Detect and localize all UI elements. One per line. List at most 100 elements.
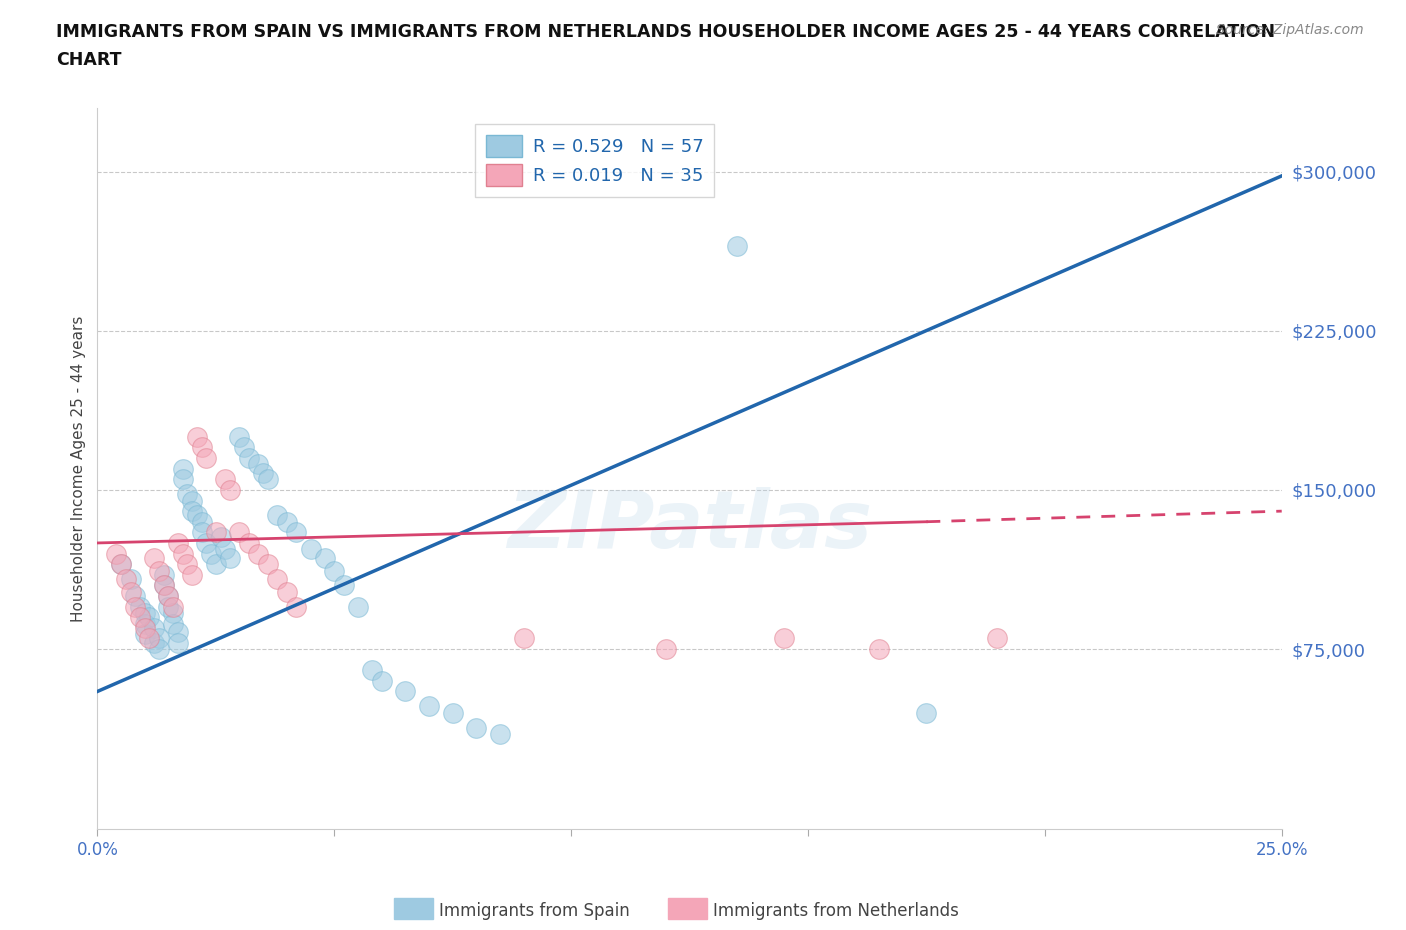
Point bbox=[418, 698, 440, 713]
Y-axis label: Householder Income Ages 25 - 44 years: Householder Income Ages 25 - 44 years bbox=[72, 315, 86, 622]
Point bbox=[176, 486, 198, 501]
Point bbox=[129, 599, 152, 614]
Text: Source: ZipAtlas.com: Source: ZipAtlas.com bbox=[1216, 23, 1364, 37]
Point bbox=[167, 635, 190, 650]
Point bbox=[214, 542, 236, 557]
Point bbox=[394, 684, 416, 699]
Point bbox=[655, 642, 678, 657]
Point bbox=[143, 635, 166, 650]
Point bbox=[120, 584, 142, 599]
Point bbox=[725, 238, 748, 253]
Text: Immigrants from Netherlands: Immigrants from Netherlands bbox=[713, 902, 959, 921]
Point bbox=[332, 578, 354, 592]
Point bbox=[162, 599, 184, 614]
Point bbox=[172, 546, 194, 561]
Point bbox=[110, 557, 132, 572]
Point bbox=[915, 705, 938, 720]
Point bbox=[285, 599, 308, 614]
Point bbox=[148, 631, 170, 645]
Text: ZIPatlas: ZIPatlas bbox=[508, 487, 872, 565]
Point bbox=[172, 461, 194, 476]
Point bbox=[190, 514, 212, 529]
Point bbox=[257, 557, 280, 572]
Point bbox=[323, 563, 346, 578]
Point bbox=[252, 466, 274, 481]
Point bbox=[162, 605, 184, 620]
Point bbox=[134, 605, 156, 620]
Point bbox=[129, 610, 152, 625]
Point bbox=[285, 525, 308, 539]
Point bbox=[152, 578, 174, 592]
Point bbox=[257, 472, 280, 486]
Point bbox=[986, 631, 1008, 645]
Point bbox=[176, 557, 198, 572]
Point bbox=[195, 451, 218, 466]
Point bbox=[138, 631, 160, 645]
Point bbox=[228, 525, 250, 539]
Point bbox=[195, 536, 218, 551]
Point bbox=[181, 504, 204, 519]
Point bbox=[157, 599, 180, 614]
Point bbox=[167, 625, 190, 640]
Point bbox=[219, 483, 242, 498]
Text: Immigrants from Spain: Immigrants from Spain bbox=[439, 902, 630, 921]
Legend: R = 0.529   N = 57, R = 0.019   N = 35: R = 0.529 N = 57, R = 0.019 N = 35 bbox=[475, 125, 714, 197]
Point bbox=[105, 546, 128, 561]
Point bbox=[299, 542, 322, 557]
Point bbox=[190, 440, 212, 455]
Point bbox=[441, 705, 464, 720]
Point bbox=[138, 610, 160, 625]
Point bbox=[361, 663, 384, 678]
Point bbox=[114, 572, 136, 587]
Text: IMMIGRANTS FROM SPAIN VS IMMIGRANTS FROM NETHERLANDS HOUSEHOLDER INCOME AGES 25 : IMMIGRANTS FROM SPAIN VS IMMIGRANTS FROM… bbox=[56, 23, 1275, 41]
Point bbox=[276, 584, 298, 599]
Point bbox=[219, 551, 242, 565]
Point bbox=[512, 631, 534, 645]
Point bbox=[266, 572, 288, 587]
Point bbox=[157, 589, 180, 604]
Point bbox=[143, 620, 166, 635]
Point bbox=[773, 631, 796, 645]
Point bbox=[181, 493, 204, 508]
Text: CHART: CHART bbox=[56, 51, 122, 69]
Point bbox=[314, 551, 336, 565]
Point bbox=[214, 472, 236, 486]
Point bbox=[200, 546, 222, 561]
Point bbox=[120, 572, 142, 587]
Point bbox=[152, 567, 174, 582]
Point bbox=[157, 589, 180, 604]
Point bbox=[148, 642, 170, 657]
Point bbox=[110, 557, 132, 572]
Point bbox=[186, 508, 208, 523]
Point bbox=[181, 567, 204, 582]
Point bbox=[209, 529, 232, 544]
Point bbox=[190, 525, 212, 539]
Point bbox=[148, 563, 170, 578]
Point bbox=[124, 599, 146, 614]
Point bbox=[167, 536, 190, 551]
Point bbox=[465, 720, 488, 735]
Point bbox=[276, 514, 298, 529]
Point bbox=[266, 508, 288, 523]
Point bbox=[186, 430, 208, 445]
Point bbox=[124, 589, 146, 604]
Point bbox=[489, 726, 512, 741]
Point bbox=[347, 599, 370, 614]
Point bbox=[143, 551, 166, 565]
Point bbox=[233, 440, 256, 455]
Point bbox=[162, 617, 184, 631]
Point bbox=[370, 673, 392, 688]
Point bbox=[152, 578, 174, 592]
Point bbox=[134, 627, 156, 642]
Point bbox=[247, 546, 270, 561]
Point bbox=[228, 430, 250, 445]
Point bbox=[172, 472, 194, 486]
Point bbox=[204, 525, 226, 539]
Point bbox=[238, 451, 260, 466]
Point bbox=[247, 457, 270, 472]
Point bbox=[868, 642, 890, 657]
Point bbox=[204, 557, 226, 572]
Point bbox=[134, 617, 156, 631]
Point bbox=[134, 620, 156, 635]
Point bbox=[238, 536, 260, 551]
